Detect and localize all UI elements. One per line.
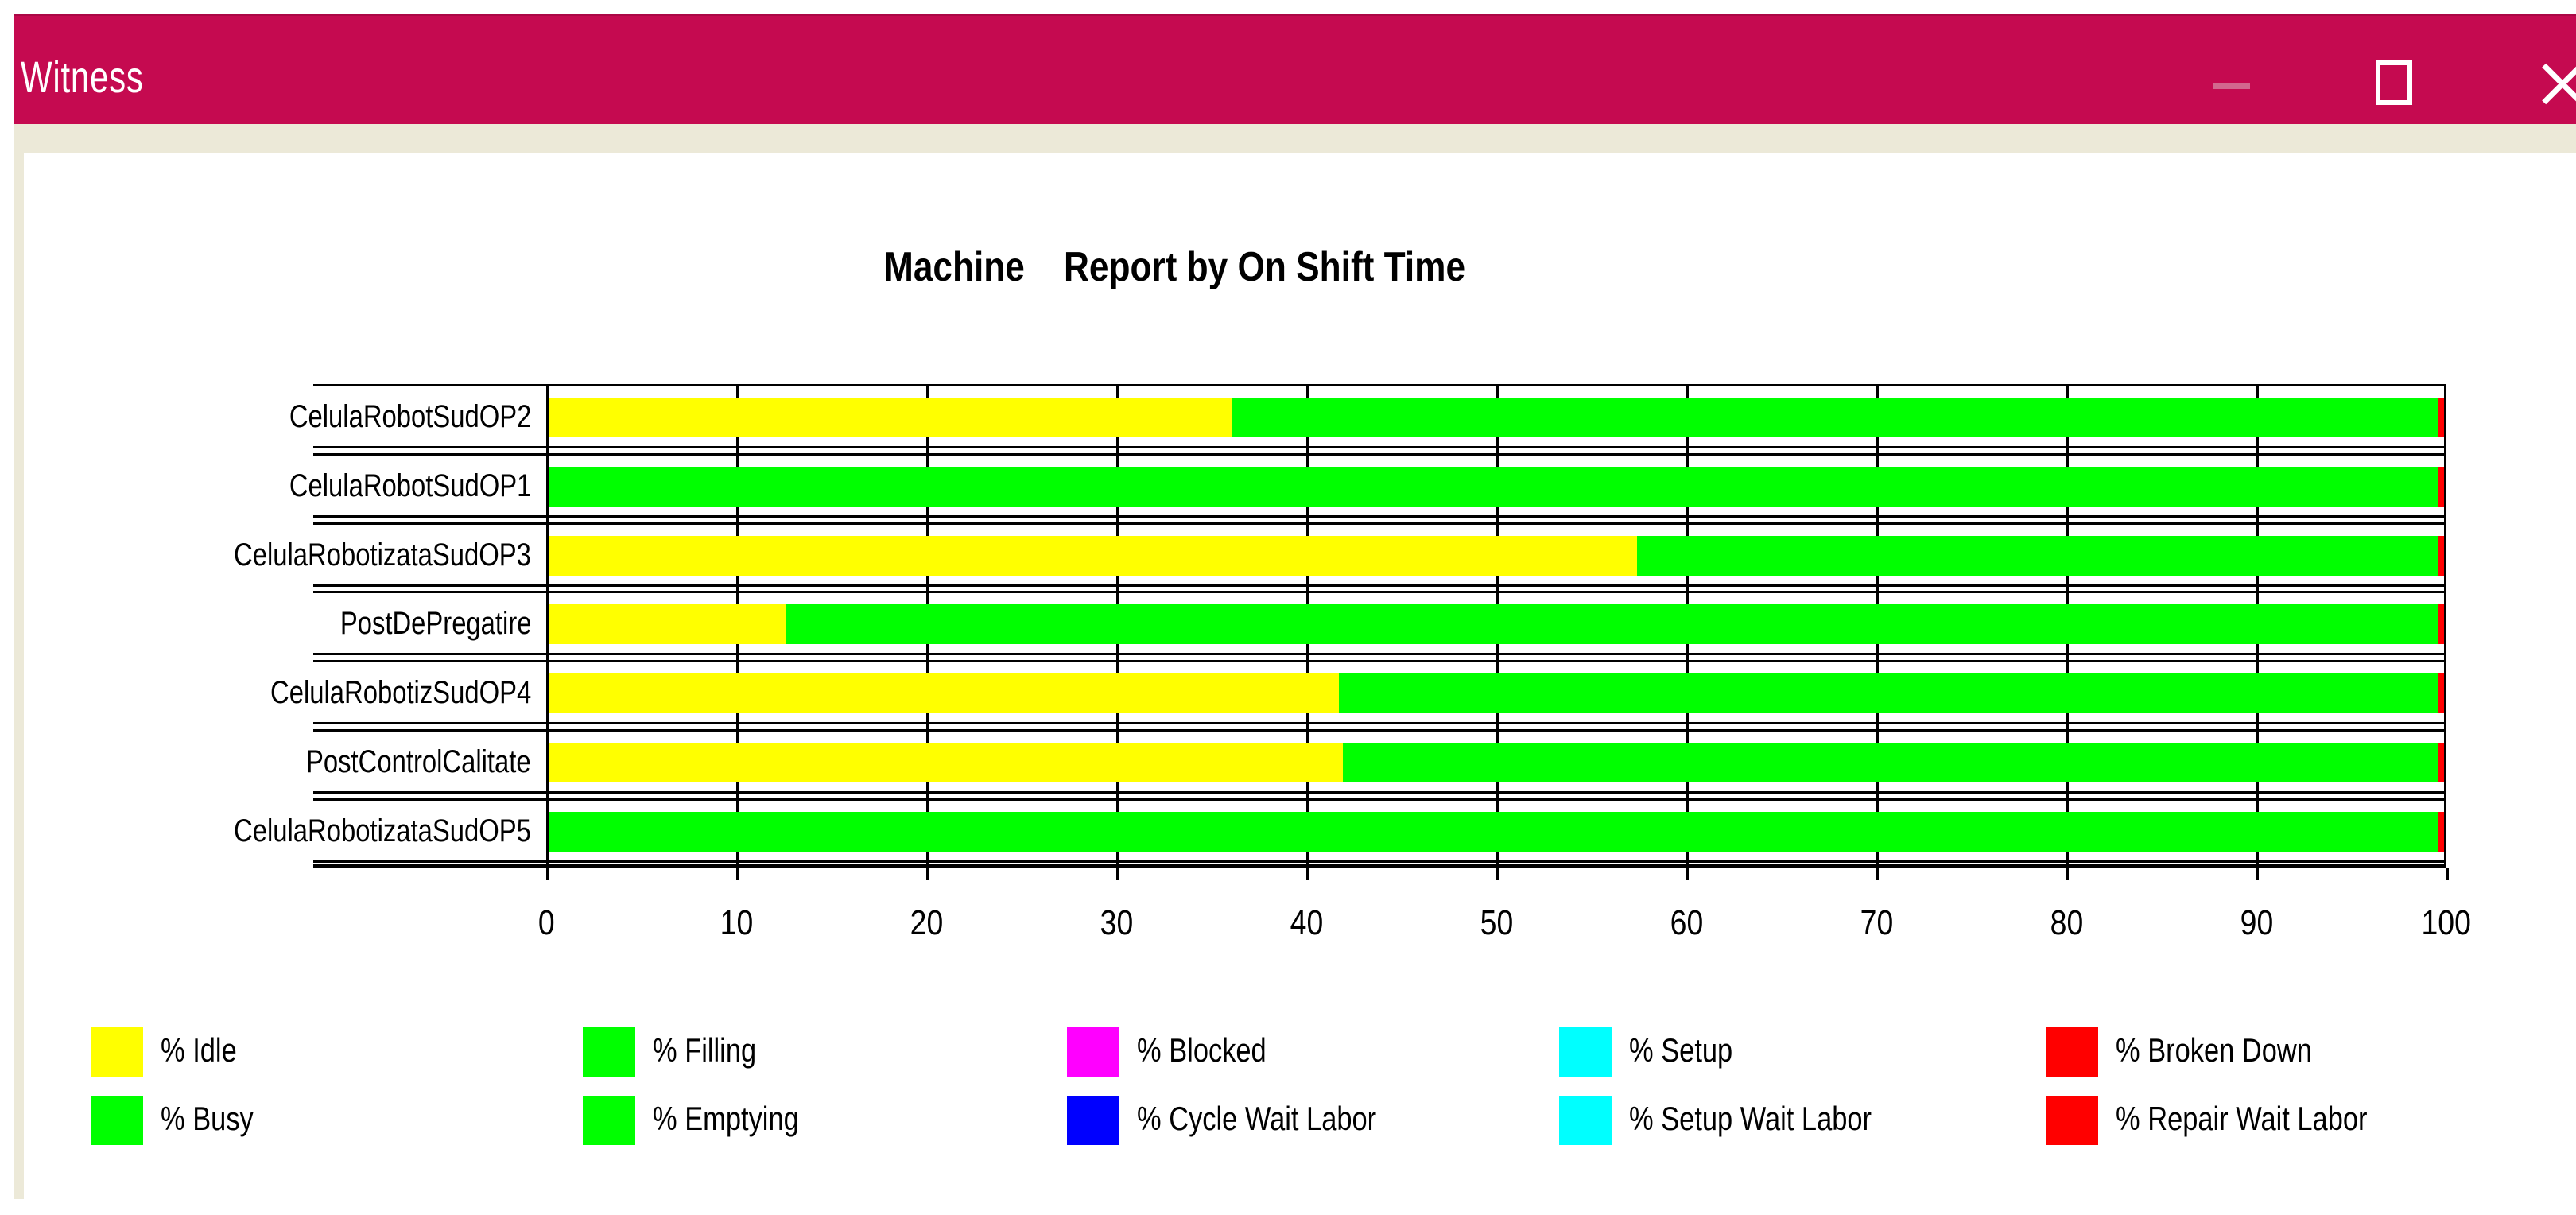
bar-row-bottom-border: [313, 584, 2446, 587]
machine-label: CelulaRobotSudOP1: [95, 469, 531, 503]
bar-row-bottom-border: [313, 515, 2446, 518]
x-tick-label-text: 20: [910, 903, 943, 942]
machine-label: CelulaRobotSudOP2: [95, 400, 531, 433]
machine-label-text: PostDePregatire: [339, 606, 531, 641]
x-tick-label: 20: [871, 905, 982, 941]
bar-segment-idle: [549, 398, 1232, 437]
bar-segment-idle: [549, 673, 1339, 713]
x-tick-label: 70: [1821, 905, 1932, 941]
bar-row-top-border: [313, 384, 2446, 386]
window-title: Witness: [21, 52, 144, 102]
bar-row-bottom-border: [313, 722, 2446, 724]
bar-segment-busy: [549, 812, 2438, 852]
bar-segment-broken-down: [2438, 812, 2444, 852]
bar-row-top-border: [313, 453, 2446, 456]
machine-label-text: CelulaRobotSudOP1: [289, 468, 531, 503]
x-axis-tick: [546, 868, 549, 880]
x-tick-label-text: 100: [2421, 903, 2472, 942]
bar-segment-broken-down: [2438, 743, 2444, 782]
y-axis-line: [546, 384, 549, 868]
x-axis-tick: [926, 868, 929, 880]
bar-segment-busy: [549, 467, 2438, 507]
x-axis-tick: [1306, 868, 1309, 880]
x-axis-tick: [1496, 868, 1499, 880]
bar-segment-idle: [549, 536, 1637, 576]
bar-row-top-border: [313, 591, 2446, 593]
maximize-icon[interactable]: [2376, 60, 2412, 105]
x-tick-label: 90: [2201, 905, 2312, 941]
x-tick-label: 80: [2011, 905, 2122, 941]
bar-segment-busy: [1343, 743, 2438, 782]
x-tick-label: 0: [491, 905, 602, 941]
bar-row-bottom-border: [313, 791, 2446, 794]
x-axis-tick: [1116, 868, 1119, 880]
x-axis-tick: [1876, 868, 1879, 880]
bar-row-top-border: [313, 660, 2446, 662]
bar-row-bottom-border: [313, 860, 2446, 863]
x-tick-label: 50: [1441, 905, 1552, 941]
plot-right-border: [2444, 384, 2446, 868]
x-axis-tick: [2256, 868, 2259, 880]
x-tick-label: 40: [1251, 905, 1362, 941]
machine-label-text: CelulaRobotizSudOP4: [270, 675, 531, 710]
bar-row-top-border: [313, 798, 2446, 801]
x-tick-label-text: 30: [1100, 903, 1133, 942]
x-tick-label-text: 40: [1290, 903, 1323, 942]
bar-segment-busy: [1637, 536, 2438, 576]
x-tick-label-text: 70: [1860, 903, 1893, 942]
bar-row-bottom-border: [313, 446, 2446, 448]
x-tick-label-text: 0: [537, 903, 555, 942]
machine-label: CelulaRobotizataSudOP3: [95, 538, 531, 572]
bar-segment-busy: [1232, 398, 2438, 437]
bar-segment-busy: [1339, 673, 2438, 713]
x-axis-tick: [1686, 868, 1689, 880]
bar-row-bottom-border: [313, 653, 2446, 655]
bar-segment-broken-down: [2438, 536, 2444, 576]
chart-title: Machine Report by On Shift Time: [884, 244, 1466, 290]
machine-label-text: CelulaRobotSudOP2: [289, 399, 531, 434]
menu-band: [14, 124, 2576, 153]
x-axis-tick: [736, 868, 739, 880]
x-axis-tick: [2446, 868, 2449, 880]
machine-label: CelulaRobotizataSudOP5: [95, 814, 531, 848]
x-tick-label: 30: [1061, 905, 1172, 941]
x-tick-label-text: 80: [2050, 903, 2083, 942]
bar-row-top-border: [313, 522, 2446, 525]
x-axis-tick: [2066, 868, 2069, 880]
bar-segment-broken-down: [2438, 604, 2444, 644]
x-tick-label: 60: [1631, 905, 1742, 941]
bar-segment-broken-down: [2438, 467, 2444, 507]
x-tick-label-text: 60: [1670, 903, 1703, 942]
x-tick-label: 100: [2391, 905, 2502, 941]
machine-label-text: CelulaRobotizataSudOP5: [234, 813, 531, 848]
machine-label: PostControlCalitate: [95, 745, 531, 778]
machine-label: CelulaRobotizSudOP4: [95, 676, 531, 709]
bar-segment-broken-down: [2438, 673, 2444, 713]
window-left-border: [14, 153, 24, 1199]
window-titlebar[interactable]: Witness: [14, 14, 2576, 124]
x-tick-label-text: 90: [2240, 903, 2273, 942]
x-tick-label: 10: [681, 905, 792, 941]
x-tick-label-text: 50: [1480, 903, 1513, 942]
bar-segment-idle: [549, 743, 1343, 782]
bar-row-top-border: [313, 729, 2446, 732]
machine-label-text: CelulaRobotizataSudOP3: [234, 538, 531, 573]
bar-segment-broken-down: [2438, 398, 2444, 437]
minimize-icon[interactable]: [2213, 83, 2250, 89]
bar-segment-idle: [549, 604, 786, 644]
x-tick-label-text: 10: [720, 903, 753, 942]
bar-segment-busy: [786, 604, 2438, 644]
machine-label: PostDePregatire: [95, 607, 531, 640]
x-axis-line: [313, 864, 2446, 868]
machine-label-text: PostControlCalitate: [306, 744, 531, 779]
